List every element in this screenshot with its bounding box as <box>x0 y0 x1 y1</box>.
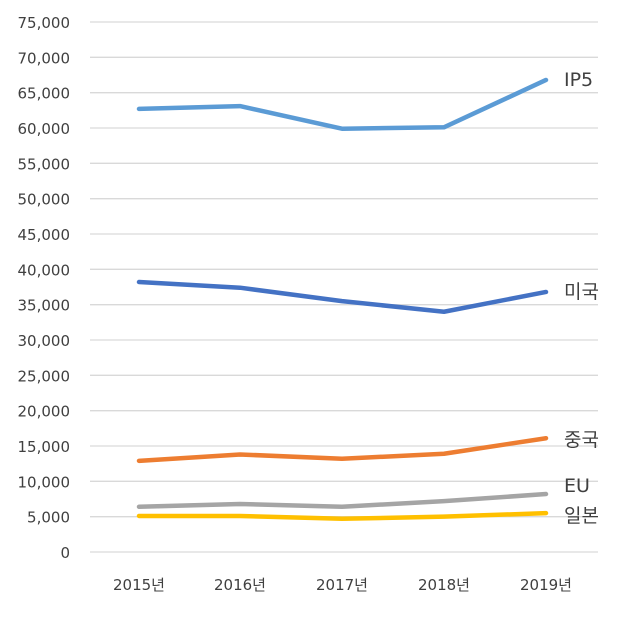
y-tick-label: 65,000 <box>18 85 71 103</box>
y-tick-label: 5,000 <box>27 509 70 527</box>
y-tick-label: 10,000 <box>18 473 71 491</box>
x-tick-label: 2017년 <box>316 576 368 594</box>
y-tick-label: 15,000 <box>18 438 71 456</box>
series-label: 중국 <box>564 429 599 451</box>
y-tick-label: 35,000 <box>18 297 71 315</box>
x-tick-label: 2019년 <box>520 576 572 594</box>
y-tick-label: 40,000 <box>18 261 71 279</box>
y-tick-label: 0 <box>60 544 70 562</box>
y-tick-label: 55,000 <box>18 155 71 173</box>
x-tick-label: 2016년 <box>214 576 266 594</box>
series-line-2 <box>136 435 549 464</box>
y-tick-label: 25,000 <box>18 367 71 385</box>
series-line-3 <box>136 491 549 510</box>
series-label: EU <box>564 475 590 497</box>
y-tick-label: 45,000 <box>18 226 71 244</box>
series-label: 일본 <box>564 505 599 527</box>
series-label: IP5 <box>564 69 593 91</box>
x-tick-label: 2018년 <box>418 576 470 594</box>
y-tick-label: 50,000 <box>18 191 71 209</box>
series-line-0 <box>136 77 549 131</box>
series-line-1 <box>136 279 549 314</box>
y-tick-label: 70,000 <box>18 49 71 67</box>
series-label: 미국 <box>564 281 599 303</box>
y-tick-label: 75,000 <box>18 14 71 32</box>
y-tick-label: 20,000 <box>18 403 71 421</box>
y-tick-label: 30,000 <box>18 332 71 350</box>
series-line-4 <box>136 510 549 522</box>
x-tick-label: 2015년 <box>113 576 165 594</box>
y-tick-label: 60,000 <box>18 120 71 138</box>
